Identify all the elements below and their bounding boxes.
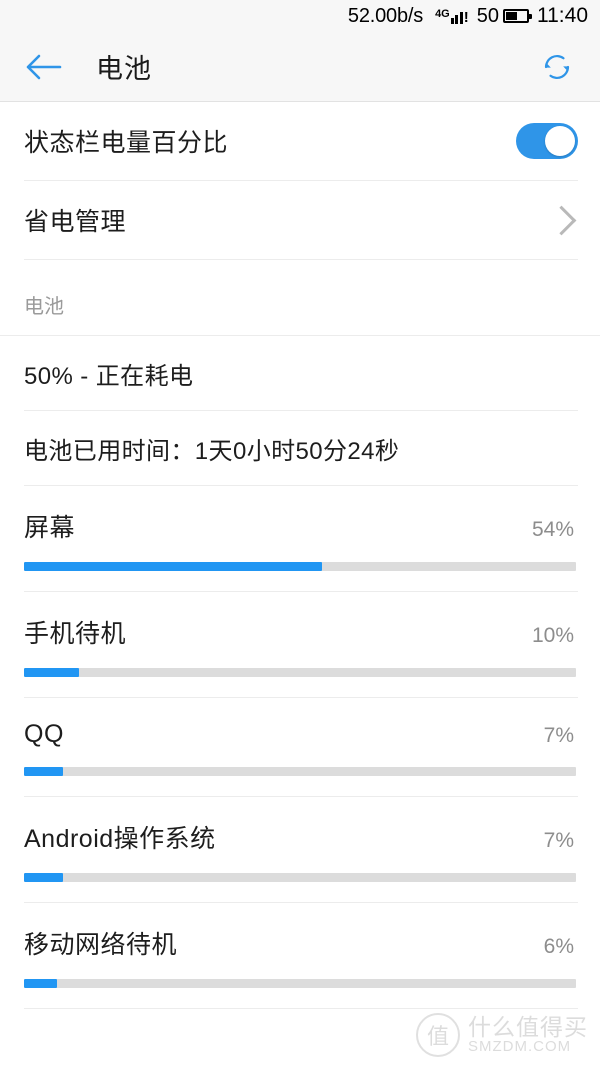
refresh-button[interactable] xyxy=(536,46,578,88)
usage-row[interactable]: 移动网络待机 6% xyxy=(0,903,600,1009)
clock-text: 11:40 xyxy=(537,4,588,27)
back-button[interactable] xyxy=(24,46,66,88)
setting-row-power-saving[interactable]: 省电管理 xyxy=(0,181,600,260)
usage-app-name: 屏幕 xyxy=(24,514,76,542)
setting-label-status-bar-percent: 状态栏电量百分比 xyxy=(24,129,229,157)
watermark-logo-icon: 值 xyxy=(416,1013,460,1057)
usage-bar-fill xyxy=(24,873,63,882)
section-header-battery: 电池 xyxy=(0,260,600,336)
status-bar: 52.00b/s 4G ! 50 11:40 xyxy=(0,0,600,32)
usage-bar-fill xyxy=(24,979,58,988)
usage-app-name: Android操作系统 xyxy=(24,825,216,853)
usage-percent-label: 54% xyxy=(531,518,574,541)
signal-alert-label: ! xyxy=(463,8,469,26)
usage-percent-label: 7% xyxy=(543,724,574,747)
page-title: 电池 xyxy=(96,54,152,84)
battery-status-row: 50% - 正在耗电 xyxy=(0,336,600,411)
battery-fill xyxy=(506,12,517,20)
battery-usage-list: 屏幕 54% 手机待机 10% QQ 7% Android操作系统 7% 移动网络待机 6% xyxy=(0,486,600,1009)
watermark: 值 什么值得买 SMZDM.COM xyxy=(416,1013,588,1057)
usage-row[interactable]: QQ 7% xyxy=(0,698,600,797)
usage-row[interactable]: Android操作系统 7% xyxy=(0,797,600,903)
battery-usage-time-text: 电池已用时间：1天0小时50分24秒 xyxy=(24,437,400,465)
usage-percent-label: 7% xyxy=(543,829,574,852)
battery-icon xyxy=(503,9,532,23)
usage-bar-track xyxy=(24,873,576,882)
setting-row-status-bar-percent[interactable]: 状态栏电量百分比 xyxy=(0,102,600,181)
usage-bar-track xyxy=(24,562,576,571)
usage-row[interactable]: 手机待机 10% xyxy=(0,592,600,698)
usage-row[interactable]: 屏幕 54% xyxy=(0,486,600,592)
battery-percent-text: 50 xyxy=(476,4,499,27)
usage-bar-fill xyxy=(24,767,63,776)
signal-bars-icon xyxy=(450,9,463,24)
usage-percent-label: 6% xyxy=(543,935,574,958)
signal-indicator: 4G ! xyxy=(435,7,474,26)
usage-app-name: QQ xyxy=(24,720,64,748)
status-bar-percent-toggle[interactable] xyxy=(516,123,578,159)
watermark-cn-text: 什么值得买 xyxy=(468,1014,588,1041)
usage-bar-track xyxy=(24,767,576,776)
usage-app-name: 手机待机 xyxy=(24,620,127,648)
setting-label-power-saving: 省电管理 xyxy=(24,208,127,236)
back-arrow-icon xyxy=(26,54,62,79)
app-bar: 电池 xyxy=(0,32,600,102)
usage-percent-label: 10% xyxy=(531,624,574,647)
usage-bar-fill xyxy=(24,668,80,677)
usage-bar-fill xyxy=(24,562,323,571)
usage-bar-track xyxy=(24,668,576,677)
toggle-knob xyxy=(545,126,575,156)
watermark-en-text: SMZDM.COM xyxy=(468,1038,572,1056)
network-speed-text: 52.00b/s xyxy=(347,4,424,27)
refresh-icon xyxy=(544,54,570,79)
network-type-label: 4G xyxy=(435,7,450,20)
usage-app-name: 移动网络待机 xyxy=(24,931,178,959)
battery-usage-time-row: 电池已用时间：1天0小时50分24秒 xyxy=(0,411,600,486)
battery-status-text: 50% - 正在耗电 xyxy=(24,362,194,390)
chevron-right-icon xyxy=(546,205,577,235)
usage-bar-track xyxy=(24,979,576,988)
